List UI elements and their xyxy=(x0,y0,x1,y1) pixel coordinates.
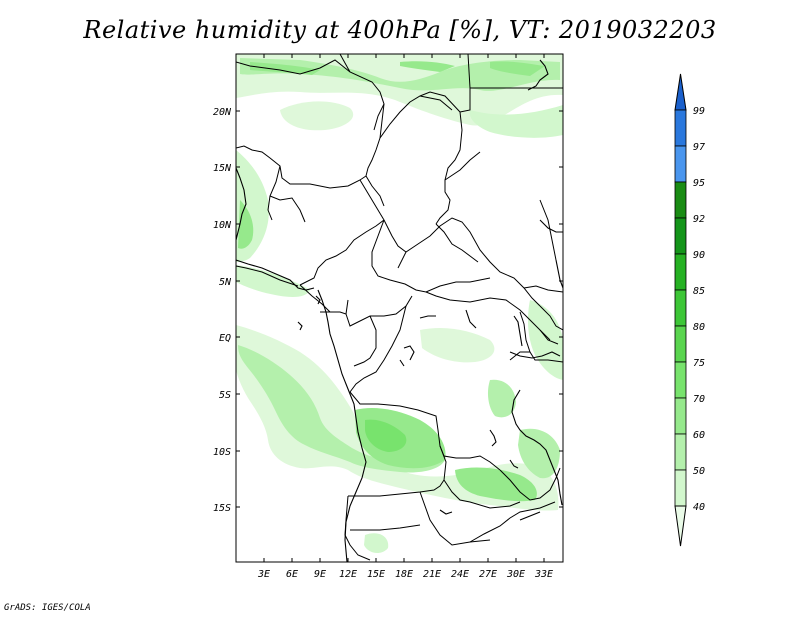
humidity-blob-westcoast-core xyxy=(238,200,254,249)
map-title: Relative humidity at 400hPa [%], VT: 201… xyxy=(83,16,717,44)
colorbar-segment-50 xyxy=(674,469,687,507)
humidity-blob-gulf xyxy=(236,265,310,297)
humidity-blob-mid-north xyxy=(280,101,354,131)
humidity-blob-east xyxy=(527,300,563,380)
lon-labels: 3E 6E 9E 12E 15E 18E 21E 24E 27E 30E 33E xyxy=(257,569,553,580)
colorbar-bottom-arrow xyxy=(674,505,687,547)
colorbar-label-85: 85 xyxy=(693,286,705,297)
lon-label-12e: 12E xyxy=(339,569,357,580)
colorbar-label-99: 99 xyxy=(693,106,705,117)
lat-label-15s: 15S xyxy=(213,503,231,514)
humidity-blob-north-inner xyxy=(240,58,560,91)
colorbar-segment-70 xyxy=(674,397,687,435)
colorbar-label-90: 90 xyxy=(693,250,705,261)
humidity-blob-zambia xyxy=(455,467,537,502)
colorbar-label-70: 70 xyxy=(693,394,705,405)
lat-label-15n: 15N xyxy=(213,163,232,174)
colorbar-segment-95 xyxy=(674,181,687,219)
colorbar-segment-80 xyxy=(674,325,687,363)
grads-credit: GrADS: IGES/COLA xyxy=(4,603,91,613)
lon-label-6e: 6E xyxy=(286,569,298,580)
lon-label-15e: 15E xyxy=(367,569,385,580)
lat-label-20n: 20N xyxy=(213,107,232,118)
lon-label-30e: 30E xyxy=(506,569,525,580)
colorbar-label-60: 60 xyxy=(693,430,705,441)
humidity-blob-southeast xyxy=(518,428,560,479)
lat-labels: 20N 15N 10N 5N EQ 5S 10S 15S xyxy=(213,107,232,514)
lon-label-21e: 21E xyxy=(423,569,441,580)
humidity-blob-southwest xyxy=(236,325,559,511)
colorbar-label-50: 50 xyxy=(693,466,705,477)
lon-ticks xyxy=(263,54,545,562)
lon-label-33e: 33E xyxy=(534,569,553,580)
colorbar-segment-97 xyxy=(674,145,687,183)
country-borders xyxy=(236,54,563,561)
humidity-blob-congo xyxy=(420,328,495,363)
colorbar-label-97: 97 xyxy=(693,142,705,153)
humidity-blob-north-core xyxy=(250,61,545,76)
coastline xyxy=(236,59,563,562)
colorbar-segment-92 xyxy=(674,217,687,255)
humidity-blob-ne xyxy=(469,105,563,138)
lat-label-5n: 5N xyxy=(219,277,232,288)
lon-label-27e: 27E xyxy=(479,569,497,580)
colorbar xyxy=(674,73,687,547)
humidity-field xyxy=(236,54,563,554)
lon-label-18e: 18E xyxy=(395,569,413,580)
colorbar-segment-85 xyxy=(674,289,687,327)
lat-label-10s: 10S xyxy=(213,447,231,458)
lat-ticks xyxy=(236,110,563,508)
colorbar-top-arrow xyxy=(674,73,687,111)
colorbar-segment-75 xyxy=(674,361,687,399)
lat-label-10n: 10N xyxy=(213,220,232,231)
colorbar-label-75: 75 xyxy=(693,358,705,369)
humidity-blob-southwest-mid xyxy=(238,345,445,473)
lon-label-3e: 3E xyxy=(257,569,270,580)
lat-label-5s: 5S xyxy=(219,390,231,401)
map-frame xyxy=(235,53,564,563)
lat-label-eq: EQ xyxy=(219,333,231,344)
humidity-blob-lakes xyxy=(487,379,516,418)
lon-label-24e: 24E xyxy=(451,569,469,580)
colorbar-label-40: 40 xyxy=(693,502,705,513)
colorbar-labels: 99 97 95 92 90 85 80 75 70 60 50 40 xyxy=(693,106,705,513)
colorbar-segment-60 xyxy=(674,433,687,471)
lon-label-9e: 9E xyxy=(314,569,326,580)
humidity-blob-south-small xyxy=(364,533,389,554)
colorbar-label-95: 95 xyxy=(693,178,705,189)
colorbar-label-80: 80 xyxy=(693,322,705,333)
colorbar-segment-99 xyxy=(674,109,687,147)
humidity-blob-angola-core xyxy=(365,419,407,452)
colorbar-label-92: 92 xyxy=(693,214,705,225)
colorbar-segment-90 xyxy=(674,253,687,291)
